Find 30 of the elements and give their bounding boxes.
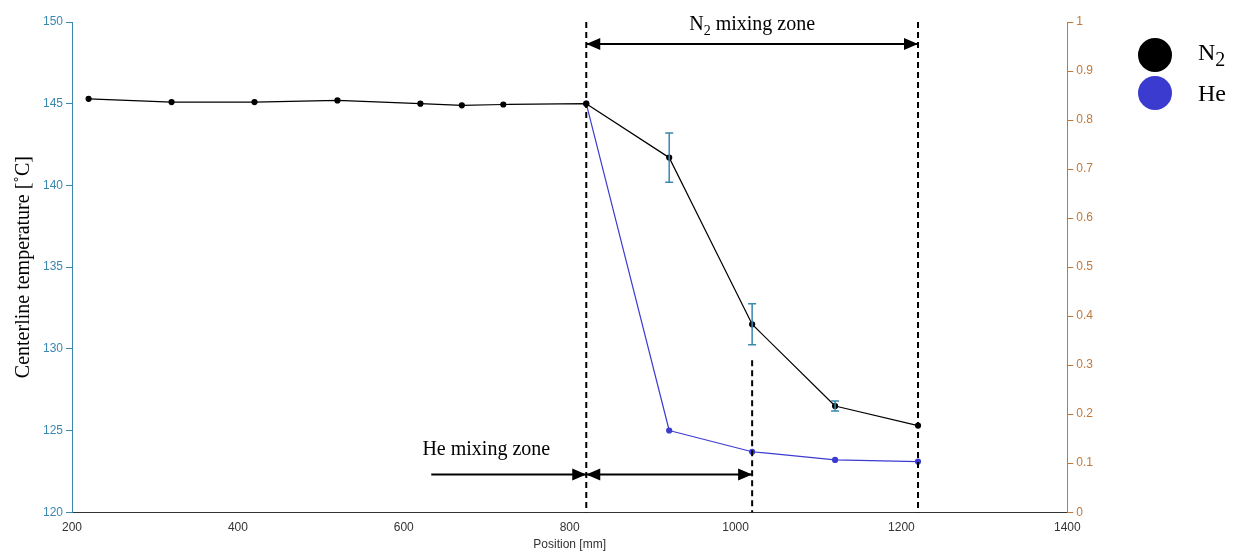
x-tick-label: 1400: [1053, 519, 1081, 534]
y-axis-title: Centerline temperature [˚C]: [11, 156, 35, 379]
x-tick-label: 400: [227, 519, 249, 534]
y2-tick-label: 0.7: [1076, 161, 1094, 176]
y-tick-label: 140: [42, 177, 64, 192]
x-axis-title: Position [mm]: [533, 537, 607, 552]
y2-tick-label: 0.2: [1076, 406, 1094, 421]
y-tick-label: 125: [42, 422, 64, 437]
y2-tick-label: 0.6: [1076, 210, 1094, 225]
x-tick-label: 200: [62, 519, 83, 534]
legend-label: He: [1198, 79, 1226, 107]
y2-tick-label: 0.4: [1076, 308, 1094, 323]
y-tick-label: 135: [42, 259, 64, 274]
y2-tick-label: 0.1: [1076, 455, 1094, 470]
y-tick-label: 130: [42, 341, 64, 356]
y2-tick-label: 0.9: [1076, 63, 1094, 78]
annotation: He mixing zone: [422, 436, 551, 460]
y-tick-label: 145: [42, 96, 64, 111]
x-tick-label: 1000: [722, 519, 750, 534]
x-tick-label: 1200: [888, 519, 916, 534]
y2-tick-label: 0.8: [1076, 112, 1094, 127]
y-tick-label: 120: [42, 504, 64, 519]
x-tick-label: 800: [559, 519, 580, 534]
y2-tick-label: 0.5: [1076, 259, 1094, 274]
legend-label: N$_{2}$: [1198, 39, 1226, 71]
y2-tick-label: 0: [1076, 504, 1084, 519]
x-tick-label: 600: [393, 519, 415, 534]
y2-tick-label: 1: [1076, 14, 1084, 29]
y-tick-label: 150: [42, 14, 64, 29]
y2-tick-label: 0.3: [1076, 357, 1094, 372]
